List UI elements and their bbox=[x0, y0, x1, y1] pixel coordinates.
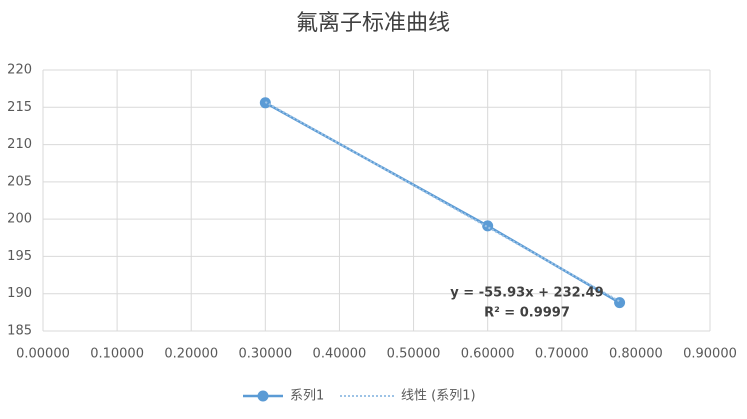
data-point bbox=[614, 297, 626, 309]
x-tick-label: 0.30000 bbox=[238, 347, 292, 362]
trend-r-squared: R² = 0.9997 bbox=[484, 306, 570, 321]
y-tick-label: 205 bbox=[7, 174, 32, 189]
y-tick-label: 210 bbox=[7, 137, 32, 152]
y-tick-label: 190 bbox=[7, 286, 32, 301]
y-tick-label: 200 bbox=[7, 212, 32, 227]
trend-equation: y = -55.93x + 232.49 bbox=[450, 286, 603, 301]
y-tick-label: 185 bbox=[7, 324, 32, 339]
x-tick-label: 0.90000 bbox=[683, 347, 737, 362]
legend-label: 线性 (系列1) bbox=[401, 389, 476, 404]
x-tick-label: 0.80000 bbox=[609, 347, 663, 362]
legend-marker bbox=[257, 390, 269, 402]
y-tick-label: 195 bbox=[7, 249, 32, 264]
x-tick-label: 0.60000 bbox=[461, 347, 515, 362]
x-tick-label: 0.50000 bbox=[387, 347, 441, 362]
y-tick-label: 215 bbox=[7, 100, 32, 115]
x-tick-label: 0.10000 bbox=[90, 347, 144, 362]
x-tick-label: 0.20000 bbox=[164, 347, 218, 362]
x-tick-label: 0.00000 bbox=[16, 347, 70, 362]
legend-label: 系列1 bbox=[290, 389, 324, 404]
x-tick-label: 0.40000 bbox=[313, 347, 367, 362]
chart-title: 氟离子标准曲线 bbox=[296, 11, 450, 36]
y-tick-label: 220 bbox=[7, 63, 32, 78]
x-tick-label: 0.70000 bbox=[535, 347, 589, 362]
data-point bbox=[482, 220, 494, 232]
